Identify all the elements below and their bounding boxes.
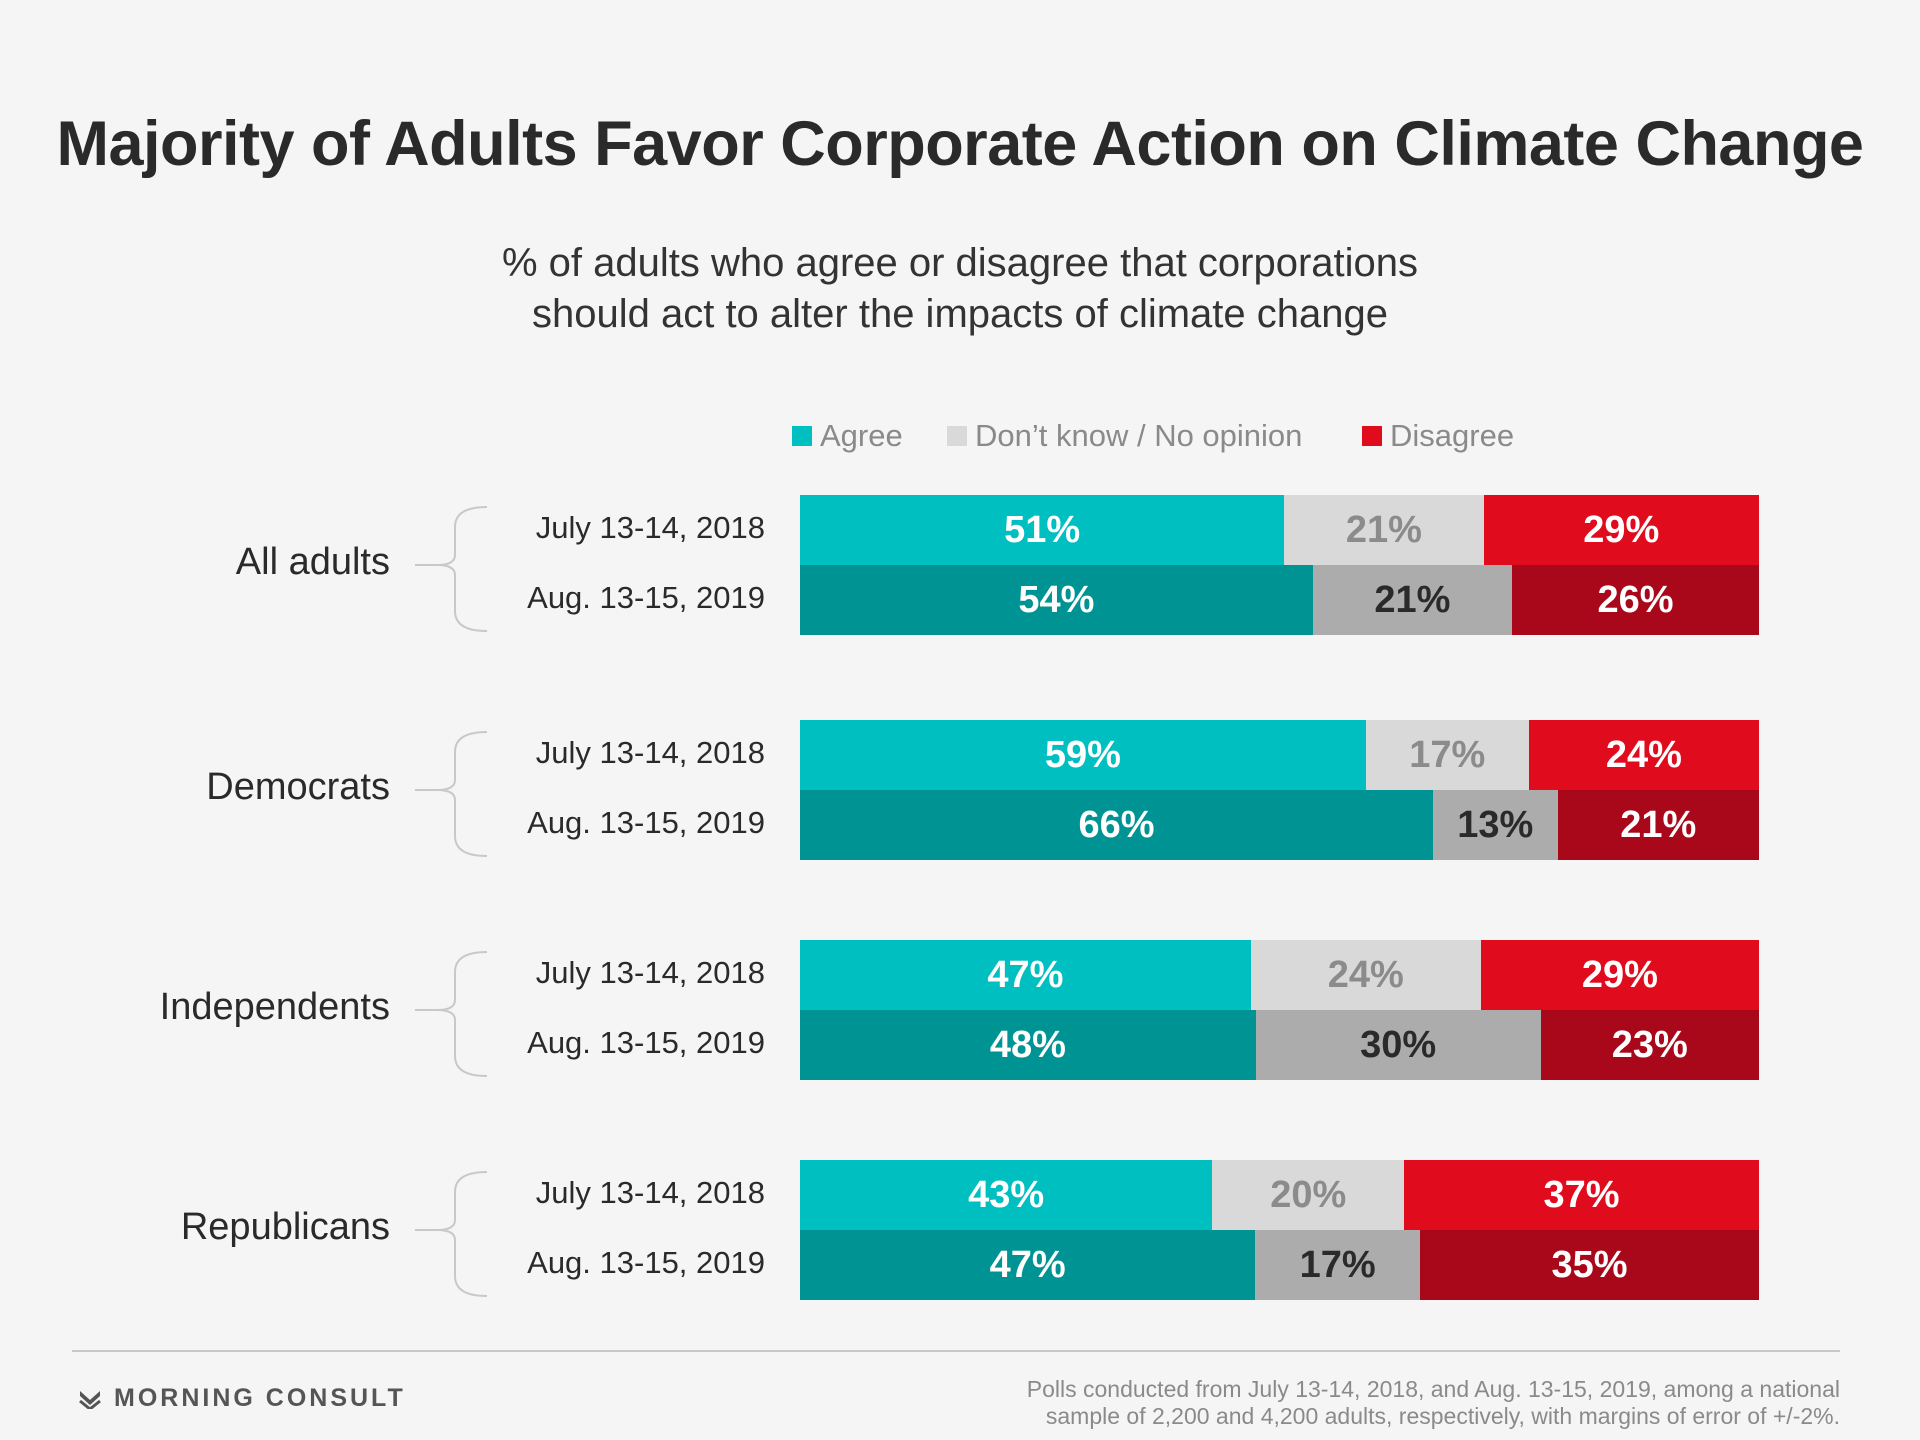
bar-segment-dont-know-republicans-2018: 20% (1212, 1160, 1405, 1230)
data-label-dont-know-republicans-2018: 20% (1270, 1173, 1347, 1216)
brand-name: MORNING CONSULT (114, 1384, 406, 1412)
bar-row-independents-2019: 48% 30% 23% (800, 1010, 1759, 1080)
legend-label-dont-know: Don’t know / No opinion (975, 418, 1303, 453)
bar-segment-disagree-independents-2019: 23% (1540, 1010, 1759, 1080)
data-label-agree-republicans-2019: 47% (989, 1243, 1066, 1286)
data-label-disagree-democrats-2019: 21% (1620, 803, 1697, 846)
bar-segment-dont-know-democrats-2019: 13% (1432, 790, 1558, 860)
legend-swatch-disagree (1362, 426, 1382, 446)
legend-item-agree: Agree (792, 418, 903, 454)
legend-label-disagree: Disagree (1390, 418, 1515, 453)
bar-segment-dont-know-independents-2018: 24% (1250, 940, 1481, 1010)
data-label-agree-independents-2018: 47% (987, 953, 1064, 996)
bar-segment-agree-independents-2018: 47% (800, 940, 1251, 1010)
footer-divider (72, 1350, 1840, 1352)
bar-segment-disagree-democrats-2019: 21% (1557, 790, 1759, 860)
period-label-all-adults-2019: Aug. 13-15, 2019 (527, 580, 765, 615)
bar-segment-disagree-all-adults-2019: 26% (1512, 565, 1759, 635)
data-label-dont-know-republicans-2019: 17% (1299, 1243, 1376, 1286)
source-note-line-2: sample of 2,200 and 4,200 adults, respec… (1045, 1403, 1840, 1429)
subtitle-line-1: % of adults who agree or disagree that c… (501, 241, 1419, 285)
brand: MORNING CONSULT (78, 1384, 406, 1413)
legend-item-disagree: Disagree (1362, 418, 1514, 454)
period-label-republicans-2019: Aug. 13-15, 2019 (527, 1245, 765, 1280)
bar-row-democrats-2018: 59% 17% 24% (800, 720, 1759, 790)
bar-segment-agree-republicans-2019: 47% (800, 1230, 1256, 1300)
data-label-disagree-republicans-2018: 37% (1543, 1173, 1620, 1216)
bar-segment-agree-republicans-2018: 43% (800, 1160, 1213, 1230)
bar-segment-agree-all-adults-2018: 51% (800, 495, 1285, 565)
period-label-independents-2018: July 13-14, 2018 (535, 955, 765, 990)
bar-segment-disagree-independents-2018: 29% (1480, 940, 1759, 1010)
chart-subtitle: % of adults who agree or disagree that c… (0, 238, 1920, 340)
period-label-independents-2019: Aug. 13-15, 2019 (527, 1025, 765, 1060)
bar-segment-agree-independents-2019: 48% (800, 1010, 1256, 1080)
legend-item-dont-know: Don’t know / No opinion (947, 418, 1302, 454)
bar-row-all-adults-2018: 51% 21% 29% (800, 495, 1759, 565)
source-note-line-1: Polls conducted from July 13-14, 2018, a… (1026, 1376, 1840, 1402)
bar-row-all-adults-2019: 54% 21% 26% (800, 565, 1759, 635)
group-label-democrats: Democrats (206, 766, 390, 808)
period-label-democrats-2019: Aug. 13-15, 2019 (527, 805, 765, 840)
data-label-agree-democrats-2019: 66% (1078, 803, 1155, 846)
data-label-dont-know-democrats-2018: 17% (1409, 733, 1486, 776)
group-label-all-adults: All adults (235, 541, 390, 583)
group-bracket-republicans (415, 1171, 488, 1297)
data-label-agree-democrats-2018: 59% (1044, 733, 1121, 776)
bar-segment-agree-all-adults-2019: 54% (800, 565, 1313, 635)
bar-row-independents-2018: 47% 24% 29% (800, 940, 1759, 1010)
data-label-disagree-democrats-2018: 24% (1605, 733, 1682, 776)
chart-title: Majority of Adults Favor Corporate Actio… (56, 109, 1864, 179)
legend-swatch-agree (792, 426, 812, 446)
data-label-disagree-republicans-2019: 35% (1551, 1243, 1628, 1286)
bar-segment-dont-know-all-adults-2019: 21% (1312, 565, 1513, 635)
bar-row-republicans-2019: 47% 17% 35% (800, 1230, 1759, 1300)
legend-label-agree: Agree (820, 418, 903, 453)
bar-row-democrats-2019: 66% 13% 21% (800, 790, 1759, 860)
data-label-agree-independents-2019: 48% (989, 1023, 1066, 1066)
data-label-disagree-all-adults-2019: 26% (1597, 578, 1674, 621)
bar-segment-disagree-republicans-2018: 37% (1404, 1160, 1759, 1230)
group-label-republicans: Republicans (180, 1206, 390, 1248)
data-label-agree-all-adults-2019: 54% (1018, 578, 1095, 621)
subtitle-line-2: should act to alter the impacts of clima… (531, 292, 1388, 336)
bar-row-republicans-2018: 43% 20% 37% (800, 1160, 1759, 1230)
source-note: Polls conducted from July 13-14, 2018, a… (840, 1376, 1840, 1430)
data-label-agree-all-adults-2018: 51% (1004, 508, 1081, 551)
bar-segment-dont-know-democrats-2018: 17% (1365, 720, 1529, 790)
data-label-dont-know-independents-2018: 24% (1327, 953, 1404, 996)
data-label-agree-republicans-2018: 43% (968, 1173, 1045, 1216)
group-bracket-all-adults (415, 506, 488, 632)
bar-segment-dont-know-all-adults-2018: 21% (1284, 495, 1484, 565)
bar-segment-dont-know-republicans-2019: 17% (1255, 1230, 1420, 1300)
period-label-all-adults-2018: July 13-14, 2018 (535, 510, 765, 545)
data-label-dont-know-all-adults-2019: 21% (1374, 578, 1451, 621)
data-label-dont-know-democrats-2019: 13% (1457, 803, 1534, 846)
bar-segment-disagree-all-adults-2018: 29% (1483, 495, 1759, 565)
data-label-disagree-all-adults-2018: 29% (1583, 508, 1660, 551)
period-label-republicans-2018: July 13-14, 2018 (535, 1175, 765, 1210)
legend-swatch-dont-know (947, 426, 967, 446)
period-label-democrats-2018: July 13-14, 2018 (535, 735, 765, 770)
data-label-disagree-independents-2019: 23% (1611, 1023, 1688, 1066)
data-label-disagree-independents-2018: 29% (1581, 953, 1658, 996)
bar-segment-disagree-democrats-2018: 24% (1528, 720, 1759, 790)
group-bracket-independents (415, 951, 488, 1077)
bar-segment-agree-democrats-2019: 66% (800, 790, 1433, 860)
group-bracket-democrats (415, 731, 488, 857)
bar-segment-dont-know-independents-2019: 30% (1255, 1010, 1541, 1080)
data-label-dont-know-independents-2019: 30% (1360, 1023, 1437, 1066)
morning-consult-logo-icon (79, 1390, 101, 1409)
data-label-dont-know-all-adults-2018: 21% (1345, 508, 1422, 551)
bar-segment-agree-democrats-2018: 59% (800, 720, 1366, 790)
group-label-independents: Independents (159, 986, 390, 1028)
bar-segment-disagree-republicans-2019: 35% (1419, 1230, 1759, 1300)
